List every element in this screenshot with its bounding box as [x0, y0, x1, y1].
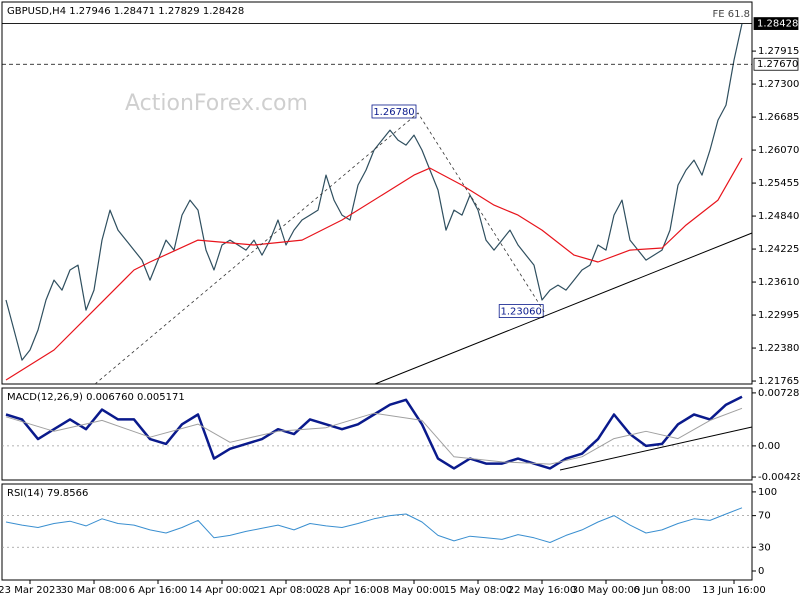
panel-title: RSI(14) 79.8566: [7, 488, 88, 499]
y-tick-label: 1.26685: [758, 112, 799, 123]
x-tick-label: 21 Apr 08:00: [253, 585, 318, 596]
panel-frame: [1, 387, 753, 481]
x-tick-label: 6 Apr 16:00: [129, 585, 188, 596]
annotation-box: [371, 104, 417, 119]
y-tick-label: 100: [758, 487, 777, 498]
annotation-label: 1.23060: [501, 307, 542, 318]
watermark: ActionForex.com: [125, 91, 308, 116]
y-tick-label: 1.22995: [758, 310, 799, 321]
trend-line: [374, 232, 753, 385]
panel-title: MACD(12,26,9) 0.006760 0.005171: [7, 392, 185, 403]
x-tick-label: 6 Jun 08:00: [633, 585, 690, 596]
y-tick-label: 1.22380: [758, 343, 799, 354]
price-label-box: [753, 57, 799, 71]
y-tick-label: 1.27915: [758, 46, 799, 57]
x-tick-label: 23 Mar 2023: [0, 585, 62, 596]
y-tick-label: 30: [758, 542, 771, 553]
panel-frame: [1, 483, 753, 581]
x-tick-label: 22 May 16:00: [508, 585, 577, 596]
panel-title: GBPUSD,H4 1.27946 1.28471 1.27829 1.2842…: [7, 6, 244, 17]
fe-label: FE 61.8: [712, 9, 750, 20]
y-tick-label: 1.27300: [758, 79, 799, 90]
y-tick-label: -0.004282: [758, 472, 800, 483]
y-tick-label: 0.007286: [758, 388, 800, 399]
price-label: 1.27670: [757, 59, 798, 70]
wave-line: [94, 112, 546, 385]
y-tick-label: 1.21765: [758, 376, 799, 387]
annotation-label: 1.26780: [373, 107, 414, 118]
series-line: [5, 157, 743, 381]
macd-trend-line: [559, 426, 753, 471]
y-tick-label: 1.25455: [758, 178, 799, 189]
x-tick-label: 14 Apr 00:00: [189, 585, 254, 596]
x-tick-label: 30 May 00:00: [572, 585, 641, 596]
y-tick-label: 1.23610: [758, 277, 799, 288]
x-tick-label: 15 May 08:00: [444, 585, 513, 596]
x-tick-label: 28 Apr 16:00: [317, 585, 382, 596]
price-label-box: [753, 17, 799, 30]
y-tick-label: 0: [758, 566, 764, 577]
x-tick-label: 8 May 00:00: [383, 585, 445, 596]
series-line: [5, 395, 743, 470]
series-line: [5, 507, 743, 543]
y-tick-label: 70: [758, 511, 771, 522]
y-tick-label: 1.24225: [758, 244, 799, 255]
price-label: 1.28428: [757, 19, 798, 30]
series-line: [5, 23, 743, 361]
y-tick-label: 1.26070: [758, 145, 799, 156]
panel-frame: [1, 1, 753, 385]
annotation-box: [498, 304, 544, 318]
series-line: [5, 407, 743, 465]
trend-lines: [94, 112, 753, 471]
x-tick-label: 13 Jun 16:00: [702, 585, 766, 596]
y-tick-label: 1.24840: [758, 211, 799, 222]
x-tick-label: 30 Mar 08:00: [61, 585, 128, 596]
y-tick-label: 0.00: [758, 441, 780, 452]
